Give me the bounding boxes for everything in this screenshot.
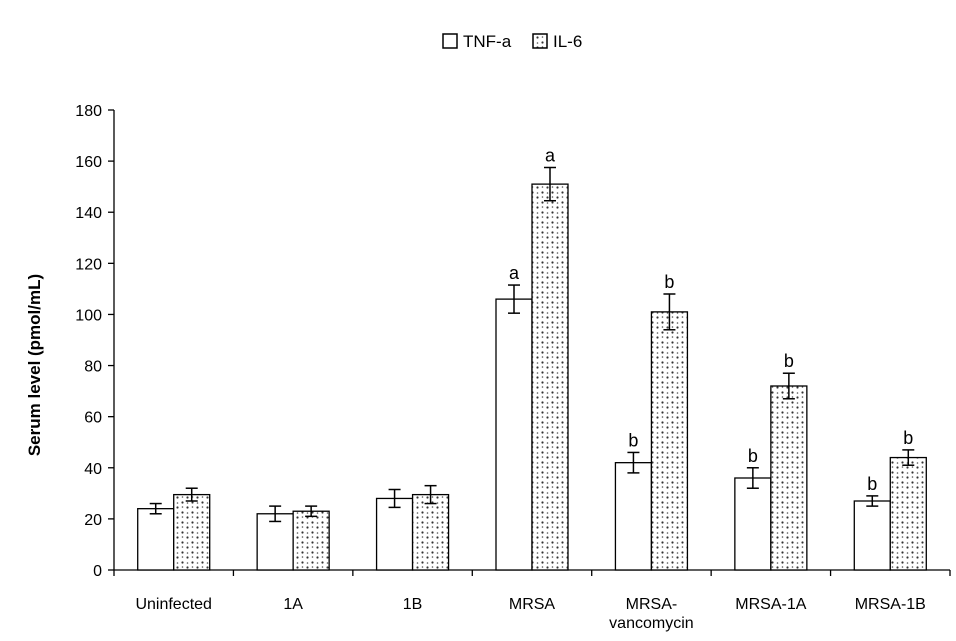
significance-label: b <box>748 446 758 466</box>
x-tick-label: 1A <box>283 596 303 613</box>
x-tick-label: MRSA-1A <box>735 596 806 613</box>
y-tick-label: 20 <box>84 512 102 529</box>
bar-il6 <box>173 493 211 571</box>
bar-tnf <box>734 477 772 571</box>
bar-il6 <box>292 510 330 571</box>
bar-tnf <box>614 462 653 571</box>
y-axis-title: Serum level (pmol/mL) <box>25 274 44 456</box>
bar-tnf <box>853 500 891 571</box>
y-tick-label: 60 <box>84 410 102 427</box>
bar-il6 <box>411 493 450 571</box>
bar-il6 <box>650 311 689 571</box>
x-tick-label: MRSA-1B <box>855 596 926 613</box>
significance-label: b <box>903 428 913 448</box>
significance-label: a <box>509 263 520 283</box>
bar-tnf <box>495 298 533 571</box>
x-tick-label: 1B <box>403 596 423 613</box>
y-axis: 0 20 40 60 80 100 120 140 160 180 <box>75 103 115 580</box>
significance-label: b <box>664 272 674 292</box>
bar-il6 <box>889 456 927 571</box>
y-tick-label: 120 <box>75 256 102 273</box>
y-tick-label: 180 <box>75 103 102 120</box>
y-tick-label: 160 <box>75 154 102 171</box>
significance-label: b <box>784 351 794 371</box>
significance-label: a <box>545 146 556 166</box>
significance-label: b <box>628 430 638 450</box>
legend-swatch-tnf <box>442 33 458 49</box>
bar-tnf <box>137 508 175 571</box>
x-axis: Uninfected 1A 1B MRSA MRSA-vancomycin MRSA-1A… <box>113 569 951 632</box>
y-tick-label: 100 <box>75 307 102 324</box>
legend: TNF-a IL-6 <box>442 32 582 51</box>
legend-label-tnf: TNF-a <box>463 32 512 51</box>
bar-tnf <box>256 513 294 571</box>
bars: a a b b b b b b <box>137 146 927 571</box>
x-tick-label: Uninfected <box>135 596 212 613</box>
bar-il6 <box>770 385 808 571</box>
y-tick-label: 40 <box>84 461 102 478</box>
y-tick-label: 0 <box>93 563 102 580</box>
bar-tnf <box>375 497 414 571</box>
x-tick-label: MRSA-vancomycin <box>609 596 693 632</box>
bar-il6 <box>531 183 569 571</box>
legend-label-il6: IL-6 <box>553 32 582 51</box>
significance-label: b <box>867 474 877 494</box>
x-tick-label: MRSA <box>509 596 556 613</box>
legend-swatch-il6 <box>532 33 548 49</box>
y-tick-label: 80 <box>84 359 102 376</box>
y-tick-label: 140 <box>75 205 102 222</box>
